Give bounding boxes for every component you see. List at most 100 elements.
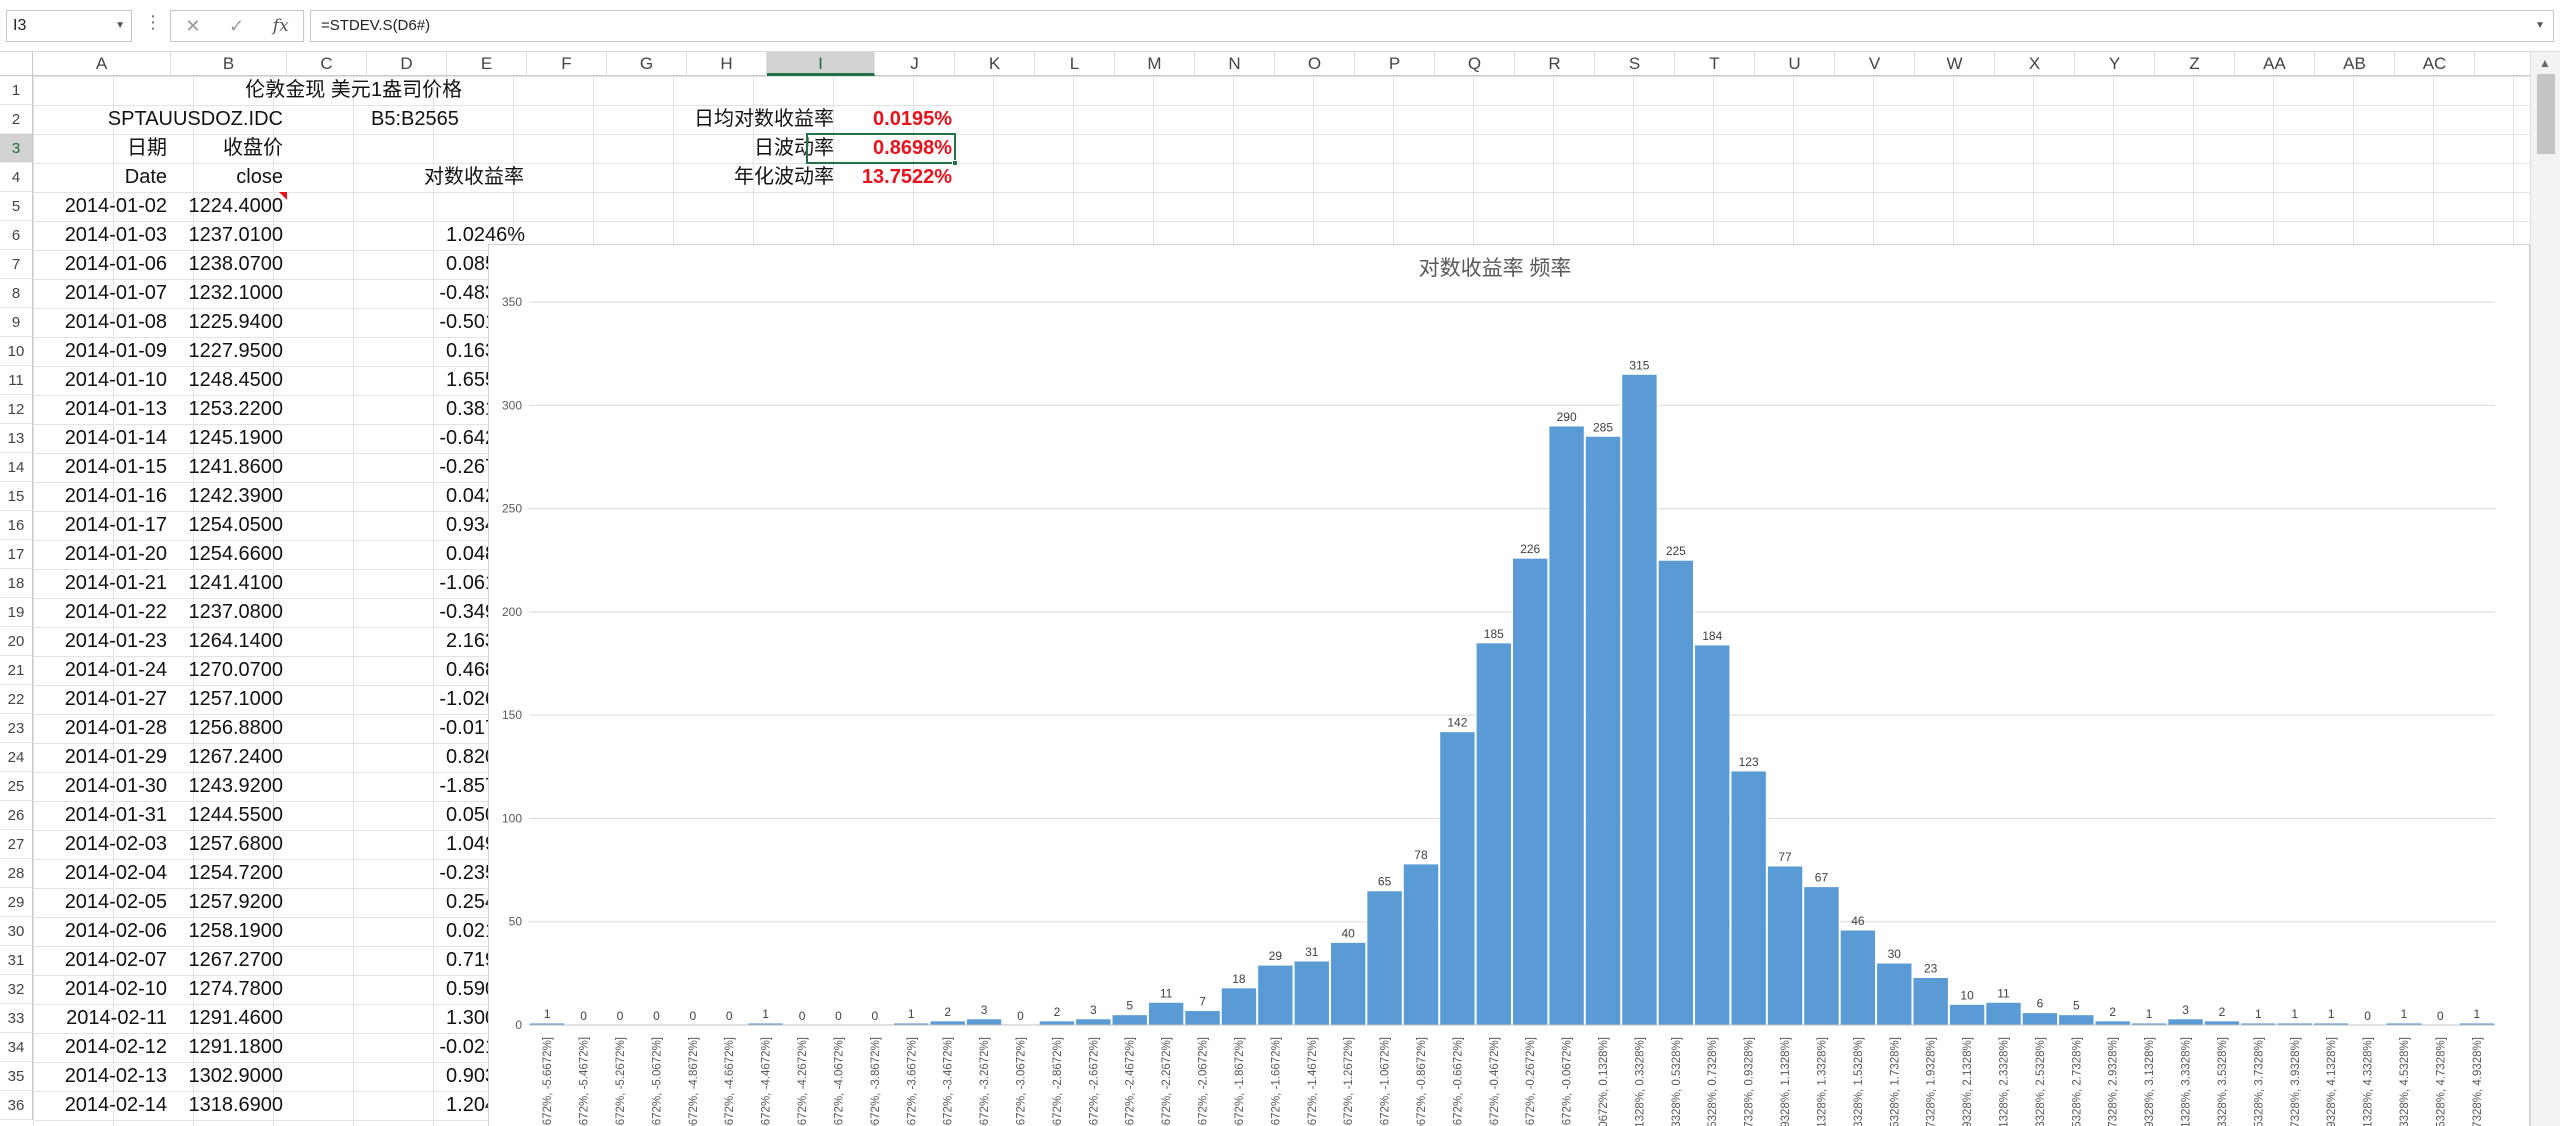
cell-date[interactable]: 2014-01-22 <box>64 601 167 623</box>
row-header-20[interactable]: 20 <box>0 627 33 656</box>
column-header-c[interactable]: C <box>287 52 367 76</box>
column-header-b[interactable]: B <box>171 52 287 76</box>
row-header-19[interactable]: 19 <box>0 598 33 627</box>
cell-close[interactable]: 1257.6800 <box>188 833 283 855</box>
row-header-32[interactable]: 32 <box>0 975 33 1004</box>
active-cell-I3[interactable] <box>806 133 958 166</box>
row-header-15[interactable]: 15 <box>0 482 33 511</box>
row-header-11[interactable]: 11 <box>0 366 33 395</box>
cell-date[interactable]: 2014-01-17 <box>64 514 167 536</box>
cell-date[interactable]: 2014-01-23 <box>64 630 167 652</box>
column-header-y[interactable]: Y <box>2075 52 2155 76</box>
cell-close[interactable]: 1291.4600 <box>188 1007 283 1029</box>
column-header-n[interactable]: N <box>1195 52 1275 76</box>
row-header-12[interactable]: 12 <box>0 395 33 424</box>
cell-date[interactable]: 2014-02-10 <box>64 978 167 1000</box>
cell-date[interactable]: 2014-01-15 <box>64 456 167 478</box>
cell-date[interactable]: 2014-02-03 <box>64 833 167 855</box>
row-header-31[interactable]: 31 <box>0 946 33 975</box>
column-header-j[interactable]: J <box>875 52 955 76</box>
cell-close[interactable]: 1237.0100 <box>188 224 283 246</box>
row-header-18[interactable]: 18 <box>0 569 33 598</box>
histogram-chart[interactable]: 对数收益率 频率 0 50 100 150 200 250 300 350 1 [-5.8672%,… <box>488 244 2530 1126</box>
cell-close[interactable]: 1241.8600 <box>188 456 283 478</box>
cell-close[interactable]: 1257.9200 <box>188 891 283 913</box>
row-header-28[interactable]: 28 <box>0 859 33 888</box>
cell-date[interactable]: 2014-02-05 <box>64 891 167 913</box>
cell-D4[interactable]: 对数收益率 <box>424 166 524 188</box>
cell-date[interactable]: 2014-02-04 <box>64 862 167 884</box>
row-header-4[interactable]: 4 <box>0 163 33 192</box>
name-box[interactable]: I3 ▼ <box>6 10 132 42</box>
cell-close[interactable]: 1264.1400 <box>188 630 283 652</box>
enter-icon[interactable]: ✓ <box>229 15 245 36</box>
column-header-ab[interactable]: AB <box>2315 52 2395 76</box>
cell-close[interactable]: 1245.1900 <box>188 427 283 449</box>
row-header-13[interactable]: 13 <box>0 424 33 453</box>
cell-close[interactable]: 1254.0500 <box>188 514 283 536</box>
cell-close[interactable]: 1254.6600 <box>188 543 283 565</box>
cell-date[interactable]: 2014-01-09 <box>64 340 167 362</box>
row-header-21[interactable]: 21 <box>0 656 33 685</box>
row-header-29[interactable]: 29 <box>0 888 33 917</box>
cell-date[interactable]: 2014-02-13 <box>64 1065 167 1087</box>
column-header-l[interactable]: L <box>1035 52 1115 76</box>
column-header-h[interactable]: H <box>687 52 767 76</box>
column-header-k[interactable]: K <box>955 52 1035 76</box>
cell-B1[interactable]: 伦敦金现 美元 <box>245 79 371 101</box>
scroll-up-icon[interactable]: ▲ <box>2539 56 2551 70</box>
row-header-5[interactable]: 5 <box>0 192 33 221</box>
cell-close[interactable]: 1237.0800 <box>188 601 283 623</box>
row-header-25[interactable]: 25 <box>0 772 33 801</box>
column-header-v[interactable]: V <box>1835 52 1915 76</box>
column-header-o[interactable]: O <box>1275 52 1355 76</box>
cell-date[interactable]: 2014-01-29 <box>64 746 167 768</box>
cell-date[interactable]: 2014-01-02 <box>64 195 167 217</box>
cell-close[interactable]: 1225.9400 <box>188 311 283 333</box>
row-header-35[interactable]: 35 <box>0 1062 33 1091</box>
vertical-scrollbar[interactable]: ▲ <box>2530 52 2560 1126</box>
column-header-ac[interactable]: AC <box>2395 52 2475 76</box>
cell-B2[interactable]: SPTAUUSDOZ.IDC <box>107 108 283 130</box>
cancel-icon[interactable]: ✕ <box>185 15 201 36</box>
row-header-36[interactable]: 36 <box>0 1091 33 1120</box>
cell-close[interactable]: 1302.9000 <box>188 1065 283 1087</box>
row-header-10[interactable]: 10 <box>0 337 33 366</box>
cell-date[interactable]: 2014-01-03 <box>64 224 167 246</box>
cell-close[interactable]: 1257.1000 <box>188 688 283 710</box>
row-header-1[interactable]: 1 <box>0 76 33 105</box>
insert-function-icon[interactable]: fx <box>272 16 289 36</box>
stat-value-mean[interactable]: 0.0195% <box>873 108 952 130</box>
column-header-g[interactable]: G <box>607 52 687 76</box>
cell-date[interactable]: 2014-01-27 <box>64 688 167 710</box>
cell-date[interactable]: 2014-02-14 <box>64 1094 167 1116</box>
column-header-w[interactable]: W <box>1915 52 1995 76</box>
cell-log-return[interactable] <box>367 192 529 221</box>
row-header-14[interactable]: 14 <box>0 453 33 482</box>
column-header-p[interactable]: P <box>1355 52 1435 76</box>
row-header-27[interactable]: 27 <box>0 830 33 859</box>
stat-label-annual-vol[interactable]: 年化波动率 <box>734 166 834 188</box>
cell-A4[interactable]: Date <box>124 166 167 188</box>
row-header-6[interactable]: 6 <box>0 221 33 250</box>
expand-formula-icon[interactable]: ▼ <box>2535 20 2545 31</box>
column-header-s[interactable]: S <box>1595 52 1675 76</box>
cell-close[interactable]: 1256.8800 <box>188 717 283 739</box>
cell-B3[interactable]: 收盘价 <box>223 137 283 159</box>
row-header-8[interactable]: 8 <box>0 279 33 308</box>
cell-close[interactable]: 1258.1900 <box>188 920 283 942</box>
comment-indicator[interactable] <box>279 192 287 200</box>
cell-close[interactable]: 1253.2200 <box>188 398 283 420</box>
select-all-corner[interactable] <box>0 52 33 76</box>
column-header-e[interactable]: E <box>447 52 527 76</box>
cell-close[interactable]: 1224.4000 <box>188 195 283 217</box>
cell-close[interactable]: 1267.2700 <box>188 949 283 971</box>
cell-close[interactable]: 1318.6900 <box>188 1094 283 1116</box>
more-options-icon[interactable]: ⋮ <box>144 12 162 32</box>
stat-value-annual-vol[interactable]: 13.7522% <box>861 166 952 188</box>
cell-close[interactable]: 1291.1800 <box>188 1036 283 1058</box>
cell-date[interactable]: 2014-01-24 <box>64 659 167 681</box>
row-header-9[interactable]: 9 <box>0 308 33 337</box>
fill-handle[interactable] <box>952 160 958 166</box>
cell-close[interactable]: 1270.0700 <box>188 659 283 681</box>
